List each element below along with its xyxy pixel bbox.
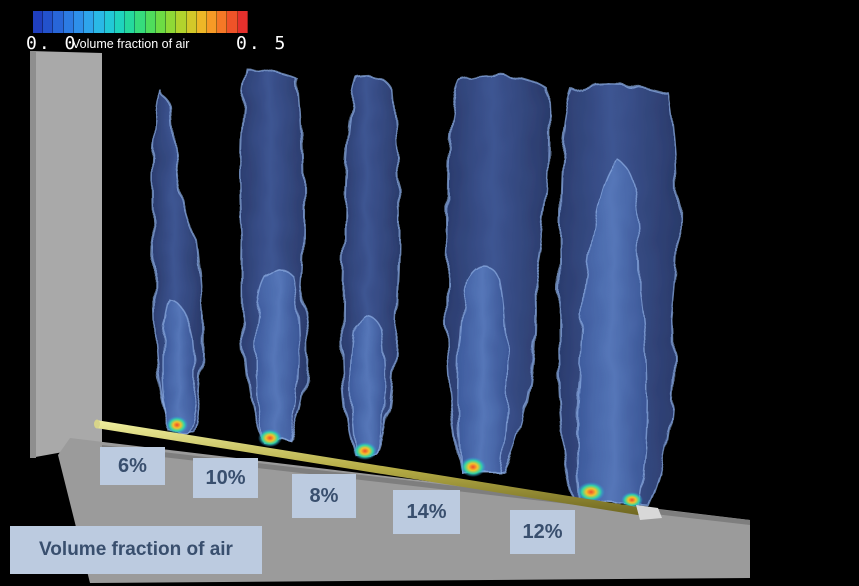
colorbar-segment: [217, 11, 228, 33]
caption-label: Volume fraction of air: [10, 526, 262, 574]
colorbar-segment: [166, 11, 177, 33]
colorbar-max-label: 0. 5: [236, 33, 288, 54]
plume-label-4: 14%: [393, 490, 460, 534]
colorbar-segment: [53, 11, 64, 33]
colorbar-segment: [73, 11, 85, 33]
colorbar-segment: [145, 11, 156, 33]
colorbar-segment: [114, 11, 126, 33]
nozzle-hotspot: [577, 482, 605, 502]
colorbar-segment: [227, 11, 238, 33]
colorbar-segment: [135, 11, 146, 33]
colorbar-title: Volume fraction of air: [72, 37, 190, 51]
colorbar-min-label: 0. 0: [26, 33, 78, 54]
colorbar-segment: [186, 11, 197, 33]
colorbar-segment: [104, 11, 115, 33]
colorbar-segment: [125, 11, 136, 33]
air-plume-3: [340, 75, 401, 460]
colorbar-segment: [33, 11, 44, 33]
nozzle-hotspot: [166, 416, 188, 434]
nozzle-hotspot: [258, 429, 282, 447]
plume-label-5: 12%: [510, 510, 575, 554]
nozzle-hotspot: [621, 492, 643, 508]
colorbar-segment: [206, 11, 218, 33]
air-plume-1: [151, 89, 204, 434]
colorbar-segment: [43, 11, 54, 33]
colorbar-segment: [84, 11, 95, 33]
colorbar-segment: [196, 11, 207, 33]
colorbar-segment: [63, 11, 74, 33]
nozzle-hotspot: [353, 442, 377, 460]
plume-label-2: 10%: [193, 458, 258, 498]
colorbar-segment: [155, 11, 167, 33]
tank-left-wall: [30, 51, 102, 458]
nozzle-hotspot: [460, 457, 486, 477]
air-plume-4: [445, 75, 551, 477]
air-supply-pipe: [94, 419, 662, 520]
colorbar-segment: [94, 11, 105, 33]
air-plume-5: [557, 84, 680, 508]
colorbar-segment: [176, 11, 187, 33]
air-plume-2: [239, 68, 309, 447]
colorbar-segment: [237, 11, 248, 33]
plume-label-3: 8%: [292, 474, 356, 518]
plume-label-1: 6%: [100, 447, 165, 485]
colorbar: [33, 11, 248, 33]
